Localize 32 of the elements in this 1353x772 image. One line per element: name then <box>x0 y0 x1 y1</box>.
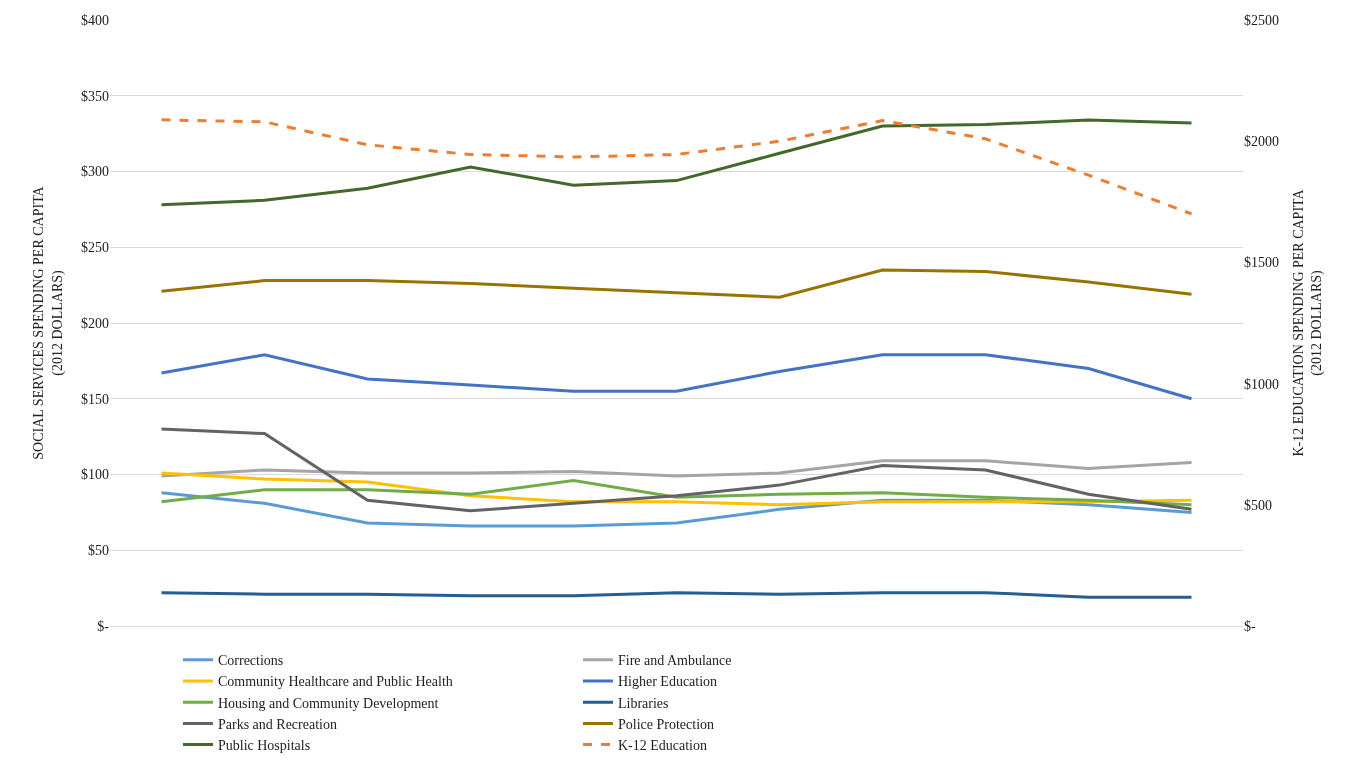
y-tick-label: $400 <box>81 12 109 28</box>
legend-label: Corrections <box>217 653 284 669</box>
y2-tick-label: $1500 <box>1244 255 1279 271</box>
legend-label: Libraries <box>617 695 669 711</box>
y-tick-label: $100 <box>81 467 109 483</box>
y2-tick-label: $500 <box>1244 497 1272 513</box>
legend-label: Housing and Community Development <box>217 695 439 711</box>
y-tick-label: $350 <box>81 88 109 104</box>
y2-tick-label: $2000 <box>1244 134 1279 150</box>
legend-label: K-12 Education <box>617 738 708 754</box>
line-series <box>160 459 1193 478</box>
legend-label: Police Protection <box>617 716 715 732</box>
line-series <box>160 479 1193 507</box>
legend-label: Community Healthcare and Public Health <box>217 674 453 690</box>
line-series <box>160 268 1193 299</box>
y2-tick-label: $1000 <box>1244 376 1279 392</box>
y-tick-label: $150 <box>81 391 109 407</box>
line-series <box>160 353 1193 401</box>
legend-label: Higher Education <box>617 674 718 690</box>
y-tick-label: $50 <box>88 543 109 559</box>
y2-tick-label: $- <box>1244 618 1256 634</box>
y-axis-title: SOCIAL SERVICES SPENDING PER CAPITA (2012 DOLLARS) <box>31 185 66 460</box>
y2-axis-title: K-12 EDUCATION SPENDING PER CAPITA (2012 DOLLARS) <box>1291 188 1326 457</box>
legend-label: Fire and Ambulance <box>617 653 732 669</box>
y2-tick-label: $2500 <box>1244 12 1279 28</box>
legend-label: Parks and Recreation <box>217 716 337 732</box>
legend-label: Public Hospitals <box>217 738 311 754</box>
line-series <box>160 427 1193 513</box>
y-tick-label: $300 <box>81 164 109 180</box>
y-tick-label: $- <box>97 618 110 634</box>
y-tick-label: $250 <box>81 240 109 256</box>
y-tick-label: $200 <box>81 315 109 331</box>
